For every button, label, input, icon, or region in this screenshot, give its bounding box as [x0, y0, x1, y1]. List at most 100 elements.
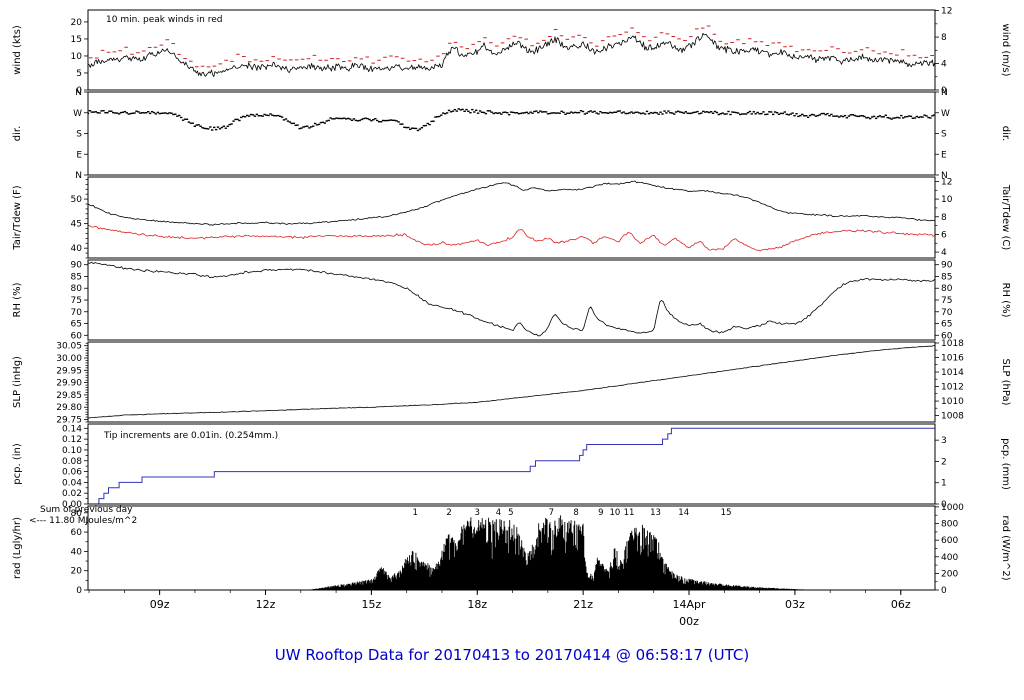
svg-text:2: 2	[941, 457, 947, 467]
svg-text:60: 60	[71, 331, 83, 341]
mjoule-marker: 10	[609, 508, 620, 518]
svg-text:0.06: 0.06	[62, 468, 82, 478]
svg-text:1: 1	[941, 479, 947, 489]
svg-text:0.08: 0.08	[62, 457, 82, 467]
mjoule-marker: 8	[573, 508, 578, 518]
svg-text:30.05: 30.05	[56, 342, 82, 352]
ylabel-left-tair: Tair/Tdew (F)	[12, 185, 23, 250]
svg-text:60: 60	[71, 528, 83, 538]
series-rad_lgly_hr	[308, 515, 813, 590]
ylabel-left-slp: SLP (inHg)	[12, 356, 23, 408]
svg-text:80: 80	[71, 509, 83, 519]
svg-text:0.10: 0.10	[62, 446, 82, 456]
rad-mjoule-markers: 1 2 3 4 5 7 8 9 10 11 13 14 15	[412, 508, 731, 518]
series-pcp_accum_in	[88, 427, 935, 504]
svg-text:10: 10	[71, 52, 83, 62]
mjoule-marker: 7	[549, 508, 554, 518]
svg-text:65: 65	[71, 320, 82, 330]
series-peak_winds_10min	[89, 25, 934, 68]
rad-note-line2: <--- 11.80 MJoules/m^2	[29, 516, 137, 526]
svg-text:0.02: 0.02	[62, 489, 82, 499]
x-tick-date: 14Apr	[673, 598, 707, 611]
svg-text:80: 80	[71, 284, 83, 294]
mjoule-marker: 9	[598, 508, 603, 518]
svg-text:29.95: 29.95	[56, 366, 82, 376]
pcp-note: Tip increments are 0.01in. (0.254mm.)	[103, 431, 278, 441]
ylabel-left-dir: dir.	[12, 126, 23, 142]
svg-text:85: 85	[941, 272, 952, 282]
panel-border-tair	[87, 176, 936, 259]
svg-text:N: N	[75, 88, 82, 98]
svg-text:75: 75	[941, 296, 952, 306]
page-title: UW Rooftop Data for 20170413 to 20170414…	[274, 646, 750, 664]
panel-wind: 0 5 10 15 20 0 4 8 12 wind (kts) wind (m/s)	[12, 7, 1011, 96]
svg-text:40: 40	[71, 547, 83, 557]
panel-border-rh	[87, 259, 936, 341]
ylabel-left-pcp: pcp. (in)	[12, 443, 23, 485]
svg-text:1000: 1000	[941, 503, 964, 513]
svg-text:0: 0	[941, 86, 947, 96]
svg-text:70: 70	[941, 308, 953, 318]
panel-slp: 29.75 29.80 29.85 29.90 29.95 30.00 30.05 1008 1…	[12, 339, 1011, 426]
mjoule-marker: 15	[721, 508, 732, 518]
svg-text:85: 85	[71, 272, 82, 282]
svg-text:400: 400	[941, 553, 958, 563]
svg-text:29.85: 29.85	[56, 391, 82, 401]
svg-text:4: 4	[941, 60, 947, 70]
svg-text:45: 45	[71, 220, 82, 230]
series-rh_pct	[88, 261, 935, 337]
ylabel-right-tair: Tair/Tdew (C)	[1000, 184, 1011, 251]
svg-text:65: 65	[941, 320, 952, 330]
mjoule-marker: 5	[508, 508, 513, 518]
svg-text:6: 6	[941, 230, 947, 240]
svg-text:N: N	[941, 88, 948, 98]
x-tick-label: 03z	[785, 598, 805, 611]
wind-note: 10 min. peak winds in red	[106, 15, 223, 25]
mjoule-marker: 3	[475, 508, 480, 518]
ylabel-right-pcp: pcp. (mm)	[1000, 438, 1011, 490]
svg-text:0: 0	[941, 500, 947, 510]
svg-text:0: 0	[76, 86, 82, 96]
svg-text:30.00: 30.00	[56, 354, 82, 364]
meteogram-chart: 0 5 10 15 20 0 4 8 12 wind (kts) wind (m/s) N E S W N N E…	[12, 7, 1011, 628]
mjoule-marker: 13	[650, 508, 661, 518]
mjoule-marker: 11	[624, 508, 635, 518]
svg-text:80: 80	[941, 284, 953, 294]
svg-text:60: 60	[941, 331, 953, 341]
ylabel-right-rad: rad (W/m^2)	[1000, 515, 1011, 580]
svg-text:1008: 1008	[941, 412, 964, 422]
svg-text:0.04: 0.04	[62, 478, 82, 488]
svg-text:0: 0	[76, 586, 82, 596]
svg-text:S: S	[941, 130, 947, 140]
x-tick-label: 00z	[679, 615, 699, 628]
ylabel-right-slp: SLP (hPa)	[1000, 359, 1011, 406]
svg-text:E: E	[941, 150, 947, 160]
x-tick-label: 12z	[256, 598, 276, 611]
svg-text:S: S	[76, 130, 82, 140]
svg-text:90: 90	[941, 261, 953, 271]
svg-text:10: 10	[941, 195, 953, 205]
mjoule-marker: 1	[412, 508, 417, 518]
svg-text:8: 8	[941, 33, 947, 43]
panel-pcp: 0.000.020.040.060.080.100.120.14 0 1 2 3 pcp.…	[12, 423, 1011, 510]
svg-text:15: 15	[71, 35, 82, 45]
svg-text:1010: 1010	[941, 397, 964, 407]
svg-text:29.90: 29.90	[56, 379, 82, 389]
svg-text:8: 8	[941, 213, 947, 223]
ylabel-right-dir: dir.	[1000, 126, 1011, 142]
x-tick-label: 18z	[467, 598, 487, 611]
svg-text:1012: 1012	[941, 383, 964, 393]
svg-text:70: 70	[71, 308, 83, 318]
svg-text:200: 200	[941, 569, 958, 579]
series-wind_kts	[88, 33, 935, 78]
svg-text:40: 40	[71, 244, 83, 254]
svg-text:12: 12	[941, 7, 952, 17]
panel-border-rad	[87, 505, 936, 591]
series-tair_f	[88, 180, 935, 226]
panel-border-pcp	[87, 423, 936, 505]
svg-text:0.12: 0.12	[62, 435, 82, 445]
series-wind_dir_deg	[88, 108, 935, 132]
mjoule-marker: 14	[678, 508, 689, 518]
